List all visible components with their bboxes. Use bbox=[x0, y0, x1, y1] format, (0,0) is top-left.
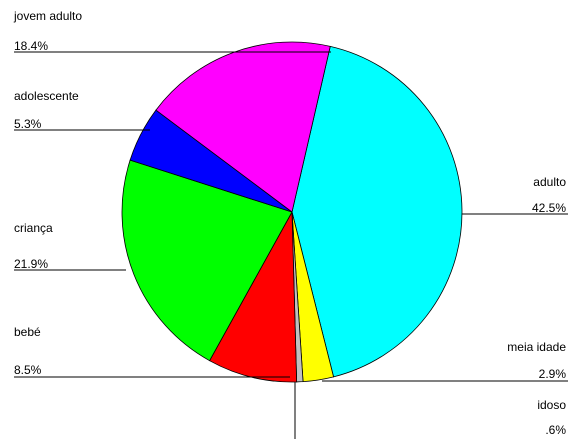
slice-label: idoso bbox=[537, 398, 566, 412]
slice-label: adolescente bbox=[14, 89, 79, 103]
value-label: 42.5% bbox=[532, 201, 566, 215]
pie-slice bbox=[291, 45, 463, 378]
pie-slice bbox=[121, 159, 293, 362]
value-label: 5.3% bbox=[14, 117, 42, 131]
slice-label: criança bbox=[14, 221, 53, 235]
value-label: 2.9% bbox=[539, 367, 567, 381]
value-label: 8.5% bbox=[14, 363, 42, 377]
value-label: 21.9% bbox=[14, 257, 48, 271]
value-label: .6% bbox=[545, 423, 566, 437]
slice-label: jovem adulto bbox=[13, 9, 82, 23]
value-label: 18.4% bbox=[14, 39, 48, 53]
slice-label: meia idade bbox=[507, 340, 566, 354]
slice-label: adulto bbox=[533, 175, 566, 189]
slice-label: bebé bbox=[14, 325, 41, 339]
